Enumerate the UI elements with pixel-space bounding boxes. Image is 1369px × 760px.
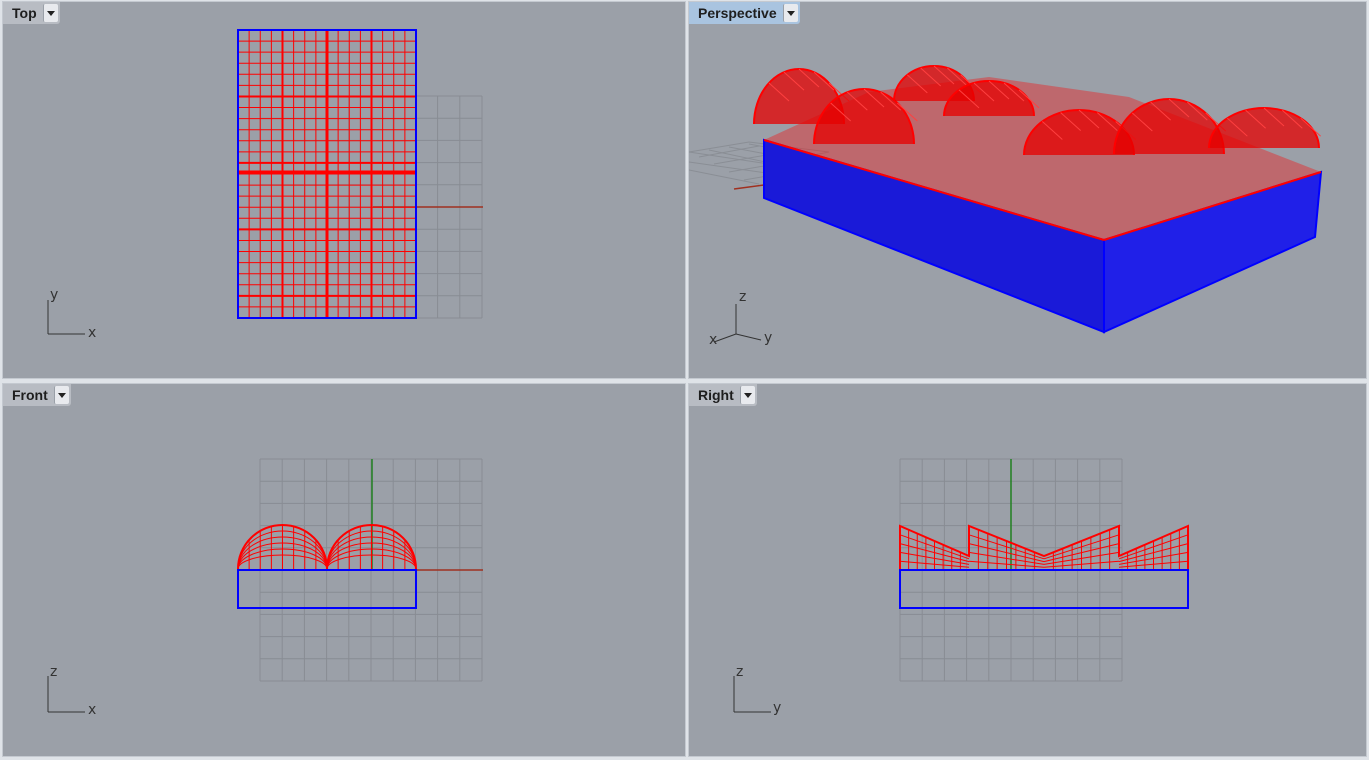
right-canvas[interactable]: y z — [689, 384, 1367, 757]
viewport-tab-perspective[interactable]: Perspective — [689, 2, 800, 24]
viewport-title: Front — [12, 387, 48, 403]
chevron-down-icon[interactable] — [42, 4, 58, 22]
viewport-tab-right[interactable]: Right — [689, 384, 757, 406]
vault-roof — [753, 65, 1322, 241]
viewport-title: Right — [698, 387, 734, 403]
chevron-down-icon[interactable] — [53, 386, 69, 404]
viewport-title: Top — [12, 5, 37, 21]
front-canvas[interactable]: x z — [3, 384, 686, 757]
axis-label-x: x — [88, 325, 96, 341]
axis-label-z: z — [50, 664, 57, 680]
axis-label-x: x — [88, 702, 96, 718]
sawtooth-roof-wireframe — [899, 524, 1189, 570]
top-canvas[interactable]: x y — [3, 2, 686, 379]
viewport-tab-top[interactable]: Top — [3, 2, 60, 24]
base-box-outline — [899, 569, 1189, 609]
axis-label-y: y — [764, 330, 772, 346]
roof-plan-wireframe — [237, 29, 417, 319]
viewport-top[interactable]: Top x y — [2, 1, 686, 379]
viewport-title: Perspective — [698, 5, 777, 21]
vault-section-wireframe — [237, 524, 417, 570]
x-axis-line — [733, 184, 765, 190]
perspective-canvas[interactable]: z y x — [689, 2, 1367, 379]
base-box-outline — [237, 29, 417, 319]
axis-label-y: y — [50, 287, 58, 303]
axis-widget: z y x — [709, 289, 772, 348]
axis-widget: x z — [47, 664, 96, 718]
axis-label-z: z — [736, 664, 743, 680]
axis-label-y: y — [773, 700, 781, 716]
axis-widget: x y — [47, 287, 96, 341]
axis-label-z: z — [739, 289, 746, 305]
base-box — [763, 138, 1323, 334]
base-box-outline — [237, 569, 417, 609]
chevron-down-icon[interactable] — [782, 4, 798, 22]
viewport-front[interactable]: Front x z — [2, 383, 686, 757]
construction-grid — [689, 141, 830, 185]
viewport-tab-front[interactable]: Front — [3, 384, 71, 406]
axis-widget: y z — [733, 664, 781, 716]
axis-label-x: x — [709, 332, 717, 348]
chevron-down-icon[interactable] — [739, 386, 755, 404]
viewport-perspective[interactable]: Perspective z y x — [688, 1, 1367, 379]
viewport-right[interactable]: Right y z — [688, 383, 1367, 757]
